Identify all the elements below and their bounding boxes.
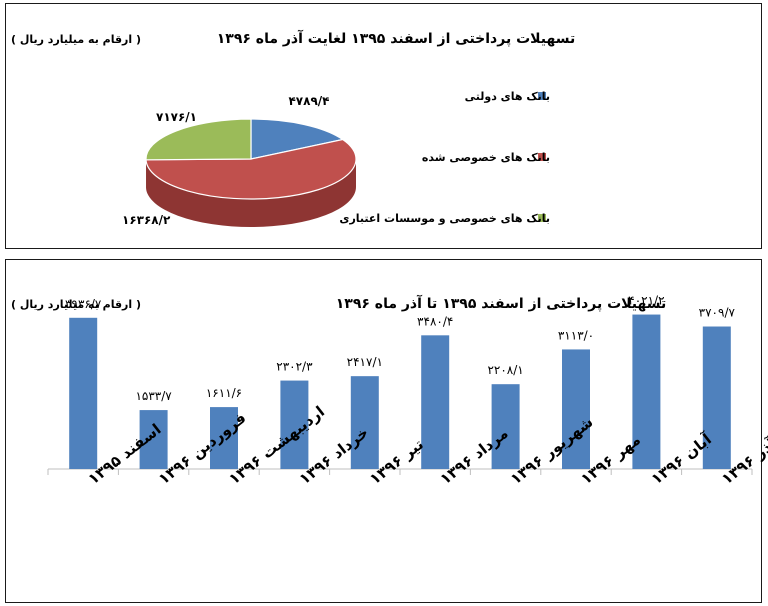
pie-chart: تسهیلات پرداختی از اسفند ۱۳۹۵ لغایت آذر …: [11, 29, 575, 228]
bar: [139, 410, 168, 469]
pie-slice-1: [145, 138, 357, 200]
bar-data-label: ۲۳۰۲/۳: [276, 360, 313, 374]
pie-data-label: ۴۷۸۹/۴: [288, 94, 329, 108]
bar: [69, 317, 98, 469]
bar-data-label: ۱۵۳۳/۷: [135, 389, 172, 403]
bar-chart: تسهیلات پرداختی از اسفند ۱۳۹۵ تا آذر ماه…: [11, 294, 768, 489]
pie-data-label: ۷۱۷۶/۱: [156, 110, 197, 124]
bar: [280, 380, 309, 469]
legend-swatch: [538, 92, 546, 100]
bar-data-label: ۴۰۲۱/۲: [628, 294, 664, 308]
legend-entry: بانک های خصوصی شده: [422, 151, 550, 164]
bar: [702, 326, 731, 469]
bar-data-label: ۳۹۳۶/۷: [65, 297, 102, 311]
bar-data-label: ۱۶۱۱/۶: [206, 386, 242, 400]
pie-chart-title: تسهیلات پرداختی از اسفند ۱۳۹۵ لغایت آذر …: [217, 29, 575, 47]
bar: [210, 407, 238, 469]
bar-data-label: ۳۷۰۹/۷: [699, 306, 736, 320]
bar-chart-panel: تسهیلات پرداختی از اسفند ۱۳۹۵ تا آذر ماه…: [5, 259, 768, 603]
bar: [421, 335, 450, 469]
bar: [632, 314, 661, 469]
bar-data-label: ۲۴۱۷/۱: [347, 355, 383, 369]
bar: [562, 349, 590, 469]
legend-swatch: [538, 214, 546, 222]
bar: [350, 376, 379, 469]
pie-data-label: ۱۶۳۶۸/۲: [122, 213, 171, 227]
bar-data-label: ۳۱۱۳/۰: [558, 328, 594, 342]
pie-slice-2: [145, 118, 252, 161]
pie-chart-panel: تسهیلات پرداختی از اسفند ۱۳۹۵ لغایت آذر …: [5, 3, 762, 249]
legend-swatch: [538, 153, 546, 161]
bar-chart-title: تسهیلات پرداختی از اسفند ۱۳۹۵ تا آذر ماه…: [336, 294, 667, 312]
bar: [491, 384, 520, 469]
pie-slice-side-1: [146, 159, 356, 228]
bar-chart-subtitle: ( ارقام به میلیارد ریال ): [11, 298, 141, 311]
legend-entry: بانک های دولتی: [465, 90, 550, 103]
bar-data-label: ۲۲۰۸/۱: [487, 363, 523, 377]
legend-entry: بانک های خصوصی و موسسات اعتباری: [339, 212, 550, 225]
pie-slice-0: [250, 118, 345, 160]
bar-data-label: ۳۴۸۰/۴: [417, 314, 453, 328]
pie-chart-subtitle: ( ارقام به میلیارد ریال ): [11, 33, 141, 46]
